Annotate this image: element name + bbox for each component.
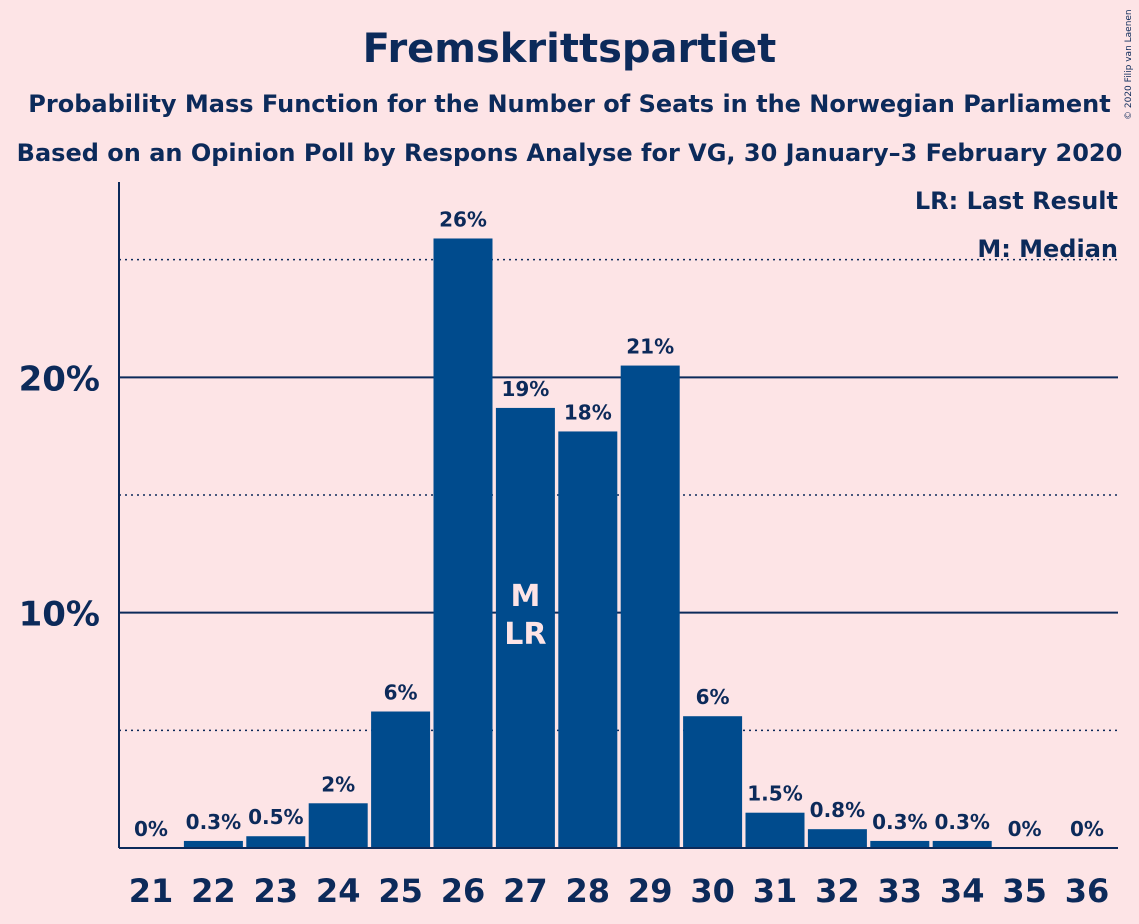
data-label-33: 0.3% — [872, 810, 927, 834]
data-label-27: 19% — [501, 377, 549, 401]
x-tick-label-30: 30 — [690, 872, 735, 910]
x-tick-label-32: 32 — [815, 872, 860, 910]
data-label-34: 0.3% — [934, 810, 989, 834]
y-tick-label: 10% — [19, 595, 100, 635]
median-marker: M — [510, 579, 540, 614]
bar-23 — [246, 836, 306, 848]
x-tick-label-35: 35 — [1002, 872, 1047, 910]
x-tick-label-22: 22 — [191, 872, 236, 910]
data-label-32: 0.8% — [810, 798, 865, 822]
x-tick-label-25: 25 — [378, 872, 423, 910]
bar-28 — [558, 431, 618, 848]
bar-27 — [495, 407, 555, 848]
x-tick-label-27: 27 — [503, 872, 548, 910]
data-label-26: 26% — [439, 207, 487, 231]
bars — [183, 238, 992, 848]
bar-33 — [870, 840, 930, 848]
data-label-21: 0% — [134, 817, 168, 841]
data-label-28: 18% — [564, 400, 612, 424]
x-tick-label-26: 26 — [441, 872, 486, 910]
bar-25 — [371, 711, 431, 848]
x-tick-label-36: 36 — [1065, 872, 1110, 910]
y-tick-label: 20% — [19, 359, 100, 399]
x-tick-label-31: 31 — [753, 872, 798, 910]
data-label-24: 2% — [321, 772, 355, 796]
bar-22 — [183, 840, 243, 848]
bar-32 — [807, 829, 867, 848]
bar-26 — [433, 238, 493, 848]
bar-30 — [683, 716, 743, 848]
data-label-22: 0.3% — [186, 810, 241, 834]
legend-median: M: Median — [977, 235, 1118, 263]
grid-lines — [119, 258, 1118, 732]
x-tick-label-23: 23 — [254, 872, 299, 910]
bar-24 — [308, 803, 368, 848]
chart-subtitle-line-1: Probability Mass Function for the Number… — [28, 90, 1111, 118]
last-result-marker: LR — [504, 617, 546, 652]
data-label-29: 21% — [626, 335, 674, 359]
x-tick-label-24: 24 — [316, 872, 361, 910]
legend-last-result: LR: Last Result — [915, 187, 1118, 215]
data-label-36: 0% — [1070, 817, 1104, 841]
x-tick-label-34: 34 — [940, 872, 985, 910]
data-label-25: 6% — [384, 681, 418, 705]
chart-subtitle-line-2: Based on an Opinion Poll by Respons Anal… — [16, 139, 1123, 167]
axes: 10% 20% — [19, 182, 1118, 849]
x-tick-label-28: 28 — [566, 872, 611, 910]
bar-34 — [932, 840, 992, 848]
x-tick-label-21: 21 — [129, 872, 174, 910]
data-label-31: 1.5% — [747, 782, 802, 806]
x-tick-label-29: 29 — [628, 872, 673, 910]
bar-29 — [620, 365, 680, 848]
bar-31 — [745, 812, 805, 848]
x-tick-label-33: 33 — [878, 872, 923, 910]
chart-title: Fremskrittspartiet — [362, 26, 777, 72]
data-label-23: 0.5% — [248, 805, 303, 829]
data-label-30: 6% — [696, 685, 730, 709]
data-labels: 0% 21 0.3% 22 0.5% 23 2% 24 6% 25 26% 26 19% 27 MLR 18%… — [129, 207, 1110, 910]
data-label-35: 0% — [1008, 817, 1042, 841]
legend: LR: Last Result M: Median — [915, 187, 1118, 263]
